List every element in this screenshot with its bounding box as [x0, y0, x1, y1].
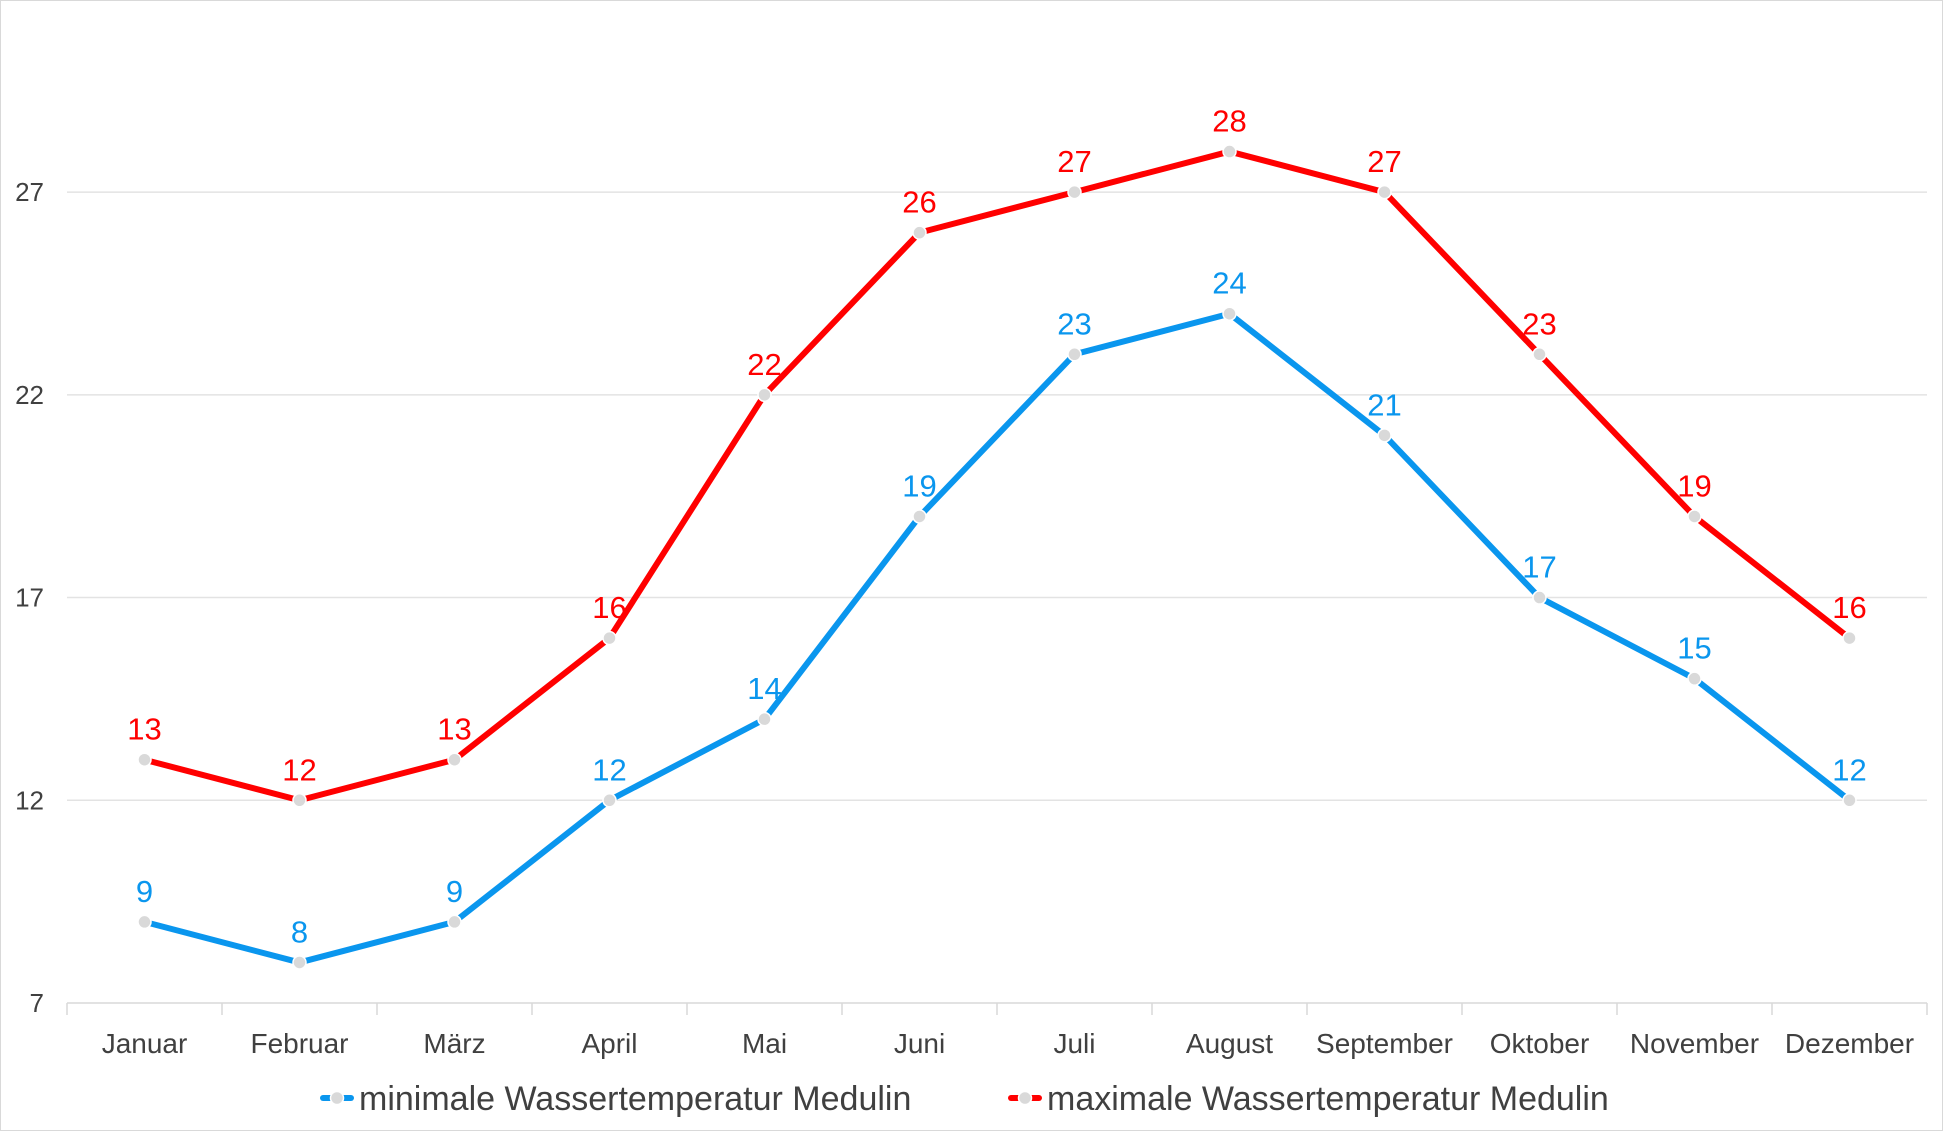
data-point — [1687, 509, 1702, 524]
data-label: 14 — [747, 671, 781, 706]
legend-label: minimale Wassertemperatur Medulin — [359, 1080, 911, 1118]
data-label: 15 — [1677, 631, 1711, 666]
data-point — [1222, 144, 1237, 159]
x-tick-label: November — [1630, 1028, 1759, 1059]
x-tick-label: Februar — [250, 1028, 348, 1059]
data-label: 22 — [747, 347, 781, 382]
legend-marker — [329, 1090, 345, 1106]
data-labels: 9 8 9 12 14 19 23 24 21 17 15 12 13 12 13 16 22 26 27 28 27 2… — [127, 104, 1866, 950]
axes: 7 12 17 22 27 Januar Februar März April Mai Juni Ju… — [15, 177, 1928, 1059]
data-point — [1067, 347, 1082, 362]
x-tick-label: April — [581, 1028, 637, 1059]
data-label: 19 — [902, 468, 936, 503]
series-line-max — [141, 148, 1853, 804]
x-tick-label: Januar — [102, 1028, 188, 1059]
x-tick-label: Juli — [1053, 1028, 1095, 1059]
data-point — [447, 752, 462, 767]
data-label: 9 — [446, 874, 463, 909]
data-point — [1842, 793, 1857, 808]
data-label: 9 — [136, 874, 153, 909]
data-point — [292, 793, 307, 808]
data-label: 23 — [1057, 306, 1091, 341]
data-point — [757, 711, 772, 727]
data-label: 13 — [127, 712, 161, 747]
data-point — [602, 630, 617, 646]
data-point — [137, 752, 152, 767]
x-tick-label: Oktober — [1490, 1028, 1590, 1059]
data-label: 16 — [1832, 590, 1866, 625]
data-label: 27 — [1057, 144, 1091, 179]
data-point — [292, 955, 307, 970]
data-label: 26 — [902, 185, 936, 220]
data-label: 12 — [592, 752, 626, 787]
data-label: 27 — [1367, 144, 1401, 179]
x-tick-label: September — [1316, 1028, 1453, 1059]
gridlines — [67, 191, 1927, 802]
y-tick-label: 12 — [15, 785, 44, 815]
data-label: 12 — [1832, 752, 1866, 787]
data-point — [1067, 184, 1082, 200]
data-point — [447, 914, 462, 930]
data-point — [1532, 347, 1547, 362]
data-label: 19 — [1677, 468, 1711, 503]
series-layer — [137, 144, 1857, 970]
x-tick-label: Dezember — [1785, 1028, 1914, 1059]
y-tick-label: 27 — [15, 177, 44, 207]
legend-label: maximale Wassertemperatur Medulin — [1047, 1080, 1609, 1118]
x-tick-label: März — [423, 1028, 485, 1059]
data-point — [1377, 184, 1392, 200]
data-label: 21 — [1367, 387, 1401, 422]
data-label: 13 — [437, 712, 471, 747]
data-point — [1687, 671, 1702, 686]
data-point — [1377, 428, 1392, 443]
x-tick-label: August — [1186, 1028, 1273, 1059]
y-tick-label: 17 — [15, 583, 44, 613]
data-point — [1842, 630, 1857, 646]
y-tick-label: 7 — [30, 988, 44, 1018]
data-point — [912, 509, 927, 524]
data-point — [1532, 590, 1547, 605]
data-point — [757, 387, 772, 403]
series-line-min — [141, 310, 1853, 966]
data-point — [1222, 306, 1237, 321]
data-point — [912, 225, 927, 240]
data-label: 8 — [291, 914, 308, 949]
data-label: 28 — [1212, 104, 1246, 139]
data-label: 17 — [1522, 550, 1556, 585]
x-tick-label: Juni — [894, 1028, 945, 1059]
legend: minimale Wassertemperatur Medulin maximal… — [320, 1080, 1609, 1118]
x-tick-label: Mai — [742, 1028, 787, 1059]
data-label: 23 — [1522, 306, 1556, 341]
data-label: 24 — [1212, 266, 1246, 301]
data-point — [602, 793, 617, 808]
data-label: 16 — [592, 590, 626, 625]
legend-marker — [1017, 1090, 1033, 1106]
y-tick-label: 22 — [15, 380, 44, 410]
data-label: 12 — [282, 752, 316, 787]
data-point — [137, 914, 152, 930]
